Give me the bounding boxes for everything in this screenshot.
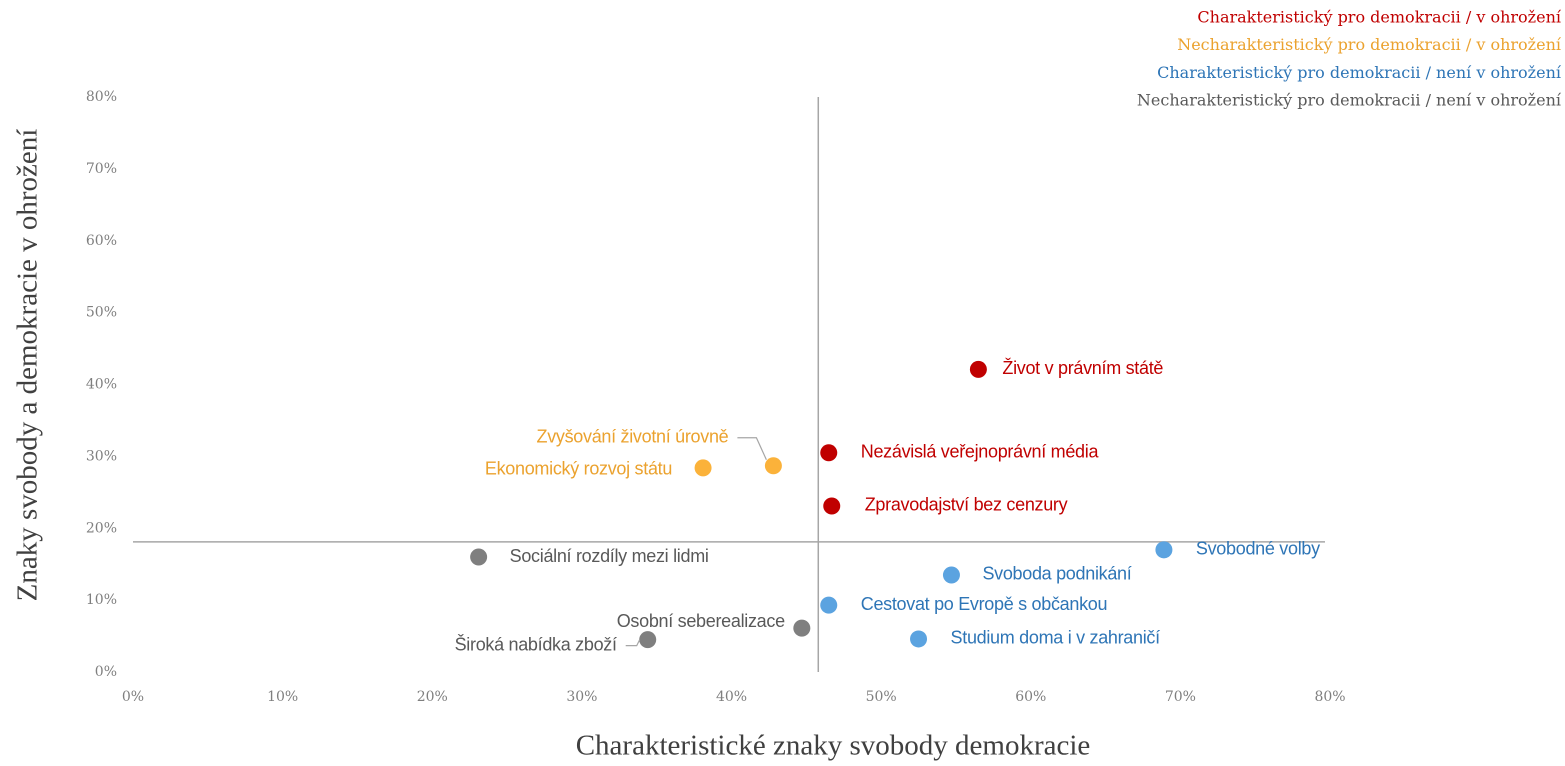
y-tick-label: 70% xyxy=(86,161,117,177)
point-label: Zpravodajství bez cenzury xyxy=(865,495,1068,515)
leader-line xyxy=(737,437,767,460)
x-tick-label: 10% xyxy=(267,689,298,705)
point xyxy=(1155,541,1173,559)
leader-line xyxy=(625,639,641,647)
y-tick-label: 60% xyxy=(86,233,117,249)
y-tick-label: 0% xyxy=(95,664,117,680)
y-axis-title: Znaky svobody a demokracie v ohrožení xyxy=(12,129,44,602)
point-label: Osobní seberealizace xyxy=(617,611,785,631)
y-tick-label: 10% xyxy=(86,592,117,608)
y-tick-label: 50% xyxy=(86,305,117,321)
legend-entry: Necharakteristický pro demokracii / v oh… xyxy=(1177,35,1562,54)
point-label: Široká nabídka zboží xyxy=(455,633,617,654)
x-tick-label: 60% xyxy=(1015,689,1046,705)
point-label: Svoboda podnikání xyxy=(982,564,1131,584)
point-label: Ekonomický rozvoj státu xyxy=(485,459,672,479)
point xyxy=(823,497,841,515)
x-tick-label: 30% xyxy=(566,689,597,705)
point-label: Život v právním státě xyxy=(1002,358,1163,378)
point-label: Sociální rozdíly mezi lidmi xyxy=(510,546,709,566)
point xyxy=(694,459,712,477)
x-tick-label: 0% xyxy=(122,689,144,705)
point xyxy=(470,548,488,566)
point-label: Nezávislá veřejnoprávní média xyxy=(861,442,1100,462)
y-tick-label: 80% xyxy=(86,89,117,105)
y-tick-label: 20% xyxy=(86,520,117,536)
point-label: Studium doma i v zahraničí xyxy=(951,628,1161,648)
x-axis-title: Charakteristické znaky svobody demokraci… xyxy=(576,730,1091,762)
point-label: Cestovat po Evropě s občankou xyxy=(861,594,1107,614)
point xyxy=(639,631,657,649)
y-tick-label: 30% xyxy=(86,448,117,464)
legend-entry: Necharakteristický pro demokracii / není… xyxy=(1137,91,1562,110)
point-label: Svobodné volby xyxy=(1196,539,1320,559)
x-tick-label: 20% xyxy=(417,689,448,705)
x-tick-label: 70% xyxy=(1165,689,1196,705)
x-tick-label: 50% xyxy=(866,689,897,705)
y-tick-label: 40% xyxy=(86,377,117,393)
legend-entry: Charakteristický pro demokracii / v ohro… xyxy=(1197,8,1561,27)
point xyxy=(942,566,960,584)
point xyxy=(820,444,838,462)
legend-entry: Charakteristický pro demokracii / není v… xyxy=(1157,63,1562,82)
point xyxy=(969,360,987,378)
x-tick-label: 80% xyxy=(1314,689,1345,705)
point-label: Zvyšování životní úrovně xyxy=(537,426,729,446)
x-tick-label: 40% xyxy=(716,689,747,705)
point xyxy=(910,630,928,648)
point xyxy=(820,596,838,614)
point xyxy=(793,619,811,637)
point xyxy=(764,457,782,475)
